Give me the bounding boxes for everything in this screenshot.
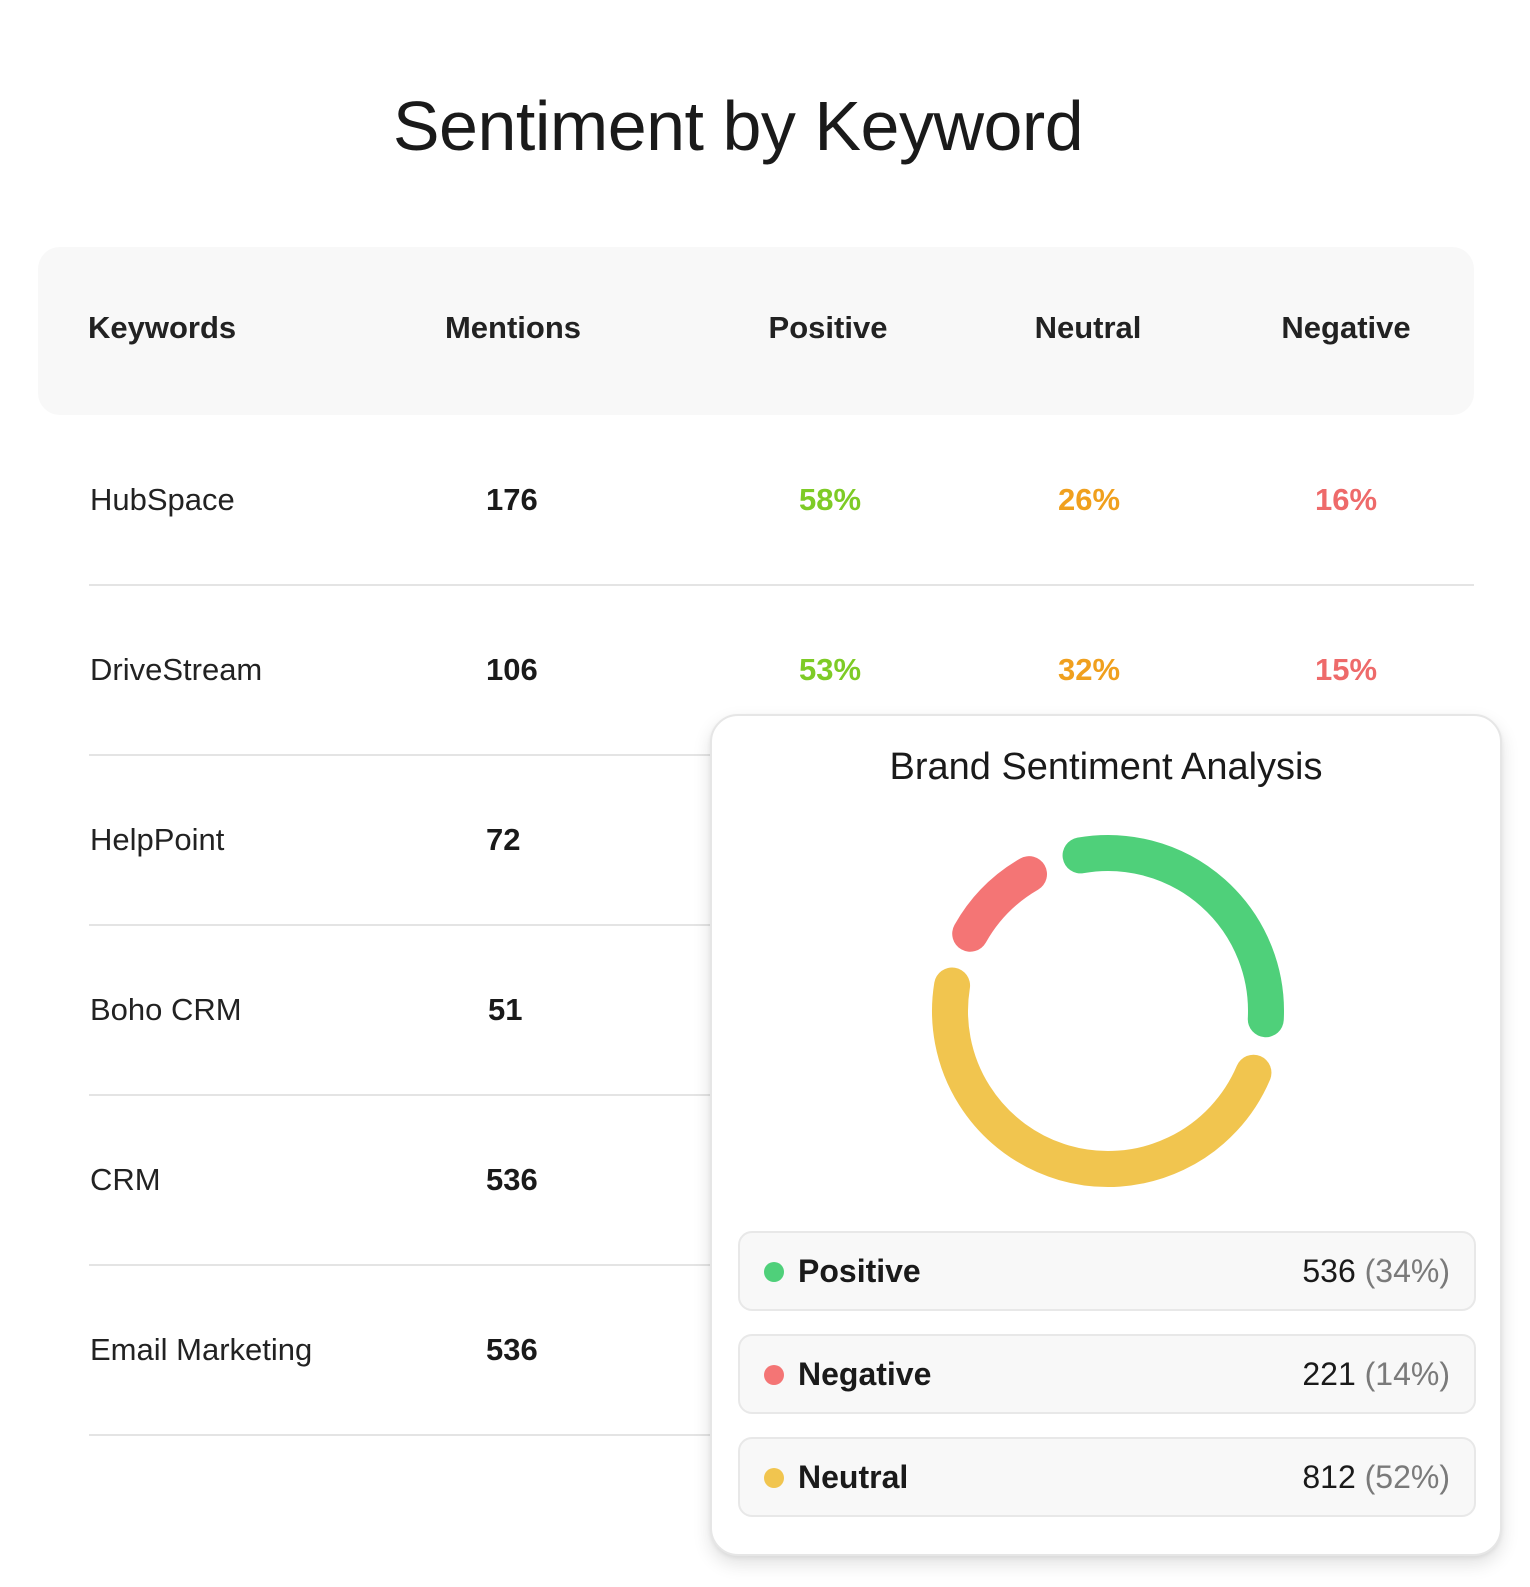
keyword-cell: HubSpace [90,482,235,517]
mentions-cell: 536 [486,1162,538,1197]
legend-item-positive[interactable]: Positive 536 (34%) [738,1231,1476,1311]
legend-value: 536 (34%) [1302,1253,1450,1290]
neutral-segment [932,967,1272,1187]
positive-cell: 53% [798,652,862,687]
negative-dot-icon [764,1365,784,1385]
column-header-positive[interactable]: Positive [768,310,888,345]
legend-label: Neutral [798,1459,909,1495]
mentions-cell: 176 [486,482,538,517]
legend-value: 812 (52%) [1302,1459,1450,1496]
legend-label: Positive [798,1253,921,1289]
column-header-mentions[interactable]: Mentions [444,310,582,345]
positive-segment [1062,835,1284,1038]
keyword-cell: Boho CRM [90,992,242,1027]
legend-count: 536 [1302,1253,1356,1289]
column-header-keywords[interactable]: Keywords [88,310,237,345]
legend-item-neutral[interactable]: Neutral 812 (52%) [738,1437,1476,1517]
mentions-cell: 72 [486,822,521,857]
sentiment-donut-chart [932,835,1284,1187]
column-header-negative[interactable]: Negative [1281,310,1411,345]
row-divider [89,584,1474,586]
card-title: Brand Sentiment Analysis [889,746,1323,788]
neutral-cell: 32% [1057,652,1121,687]
negative-cell: 16% [1314,482,1378,517]
keyword-cell: DriveStream [90,652,263,687]
legend-count: 221 [1302,1356,1356,1392]
negative-segment [952,856,1047,952]
legend-item-negative[interactable]: Negative 221 (14%) [738,1334,1476,1414]
positive-dot-icon [764,1262,784,1282]
mentions-cell: 536 [486,1332,538,1367]
page-title: Sentiment by Keyword [392,87,1084,165]
keyword-cell: Email Marketing [90,1332,313,1367]
table-header-bar [38,247,1474,415]
keyword-cell: HelpPoint [90,822,225,857]
positive-cell: 58% [798,482,862,517]
legend-percent: (34%) [1364,1253,1450,1289]
legend-label: Negative [798,1356,932,1392]
table-row[interactable]: HubSpace 176 58% 26% 16% [0,416,1530,586]
brand-sentiment-card: Brand Sentiment Analysis Positive 536 (3… [710,714,1502,1556]
legend-percent: (52%) [1364,1459,1450,1495]
neutral-cell: 26% [1057,482,1121,517]
keyword-cell: CRM [90,1162,161,1197]
neutral-dot-icon [764,1468,784,1488]
column-header-neutral[interactable]: Neutral [1034,310,1142,345]
legend-percent: (14%) [1364,1356,1450,1392]
legend-count: 812 [1302,1459,1356,1495]
mentions-cell: 106 [486,652,538,687]
legend-value: 221 (14%) [1302,1356,1450,1393]
mentions-cell: 51 [488,992,523,1027]
negative-cell: 15% [1314,652,1378,687]
